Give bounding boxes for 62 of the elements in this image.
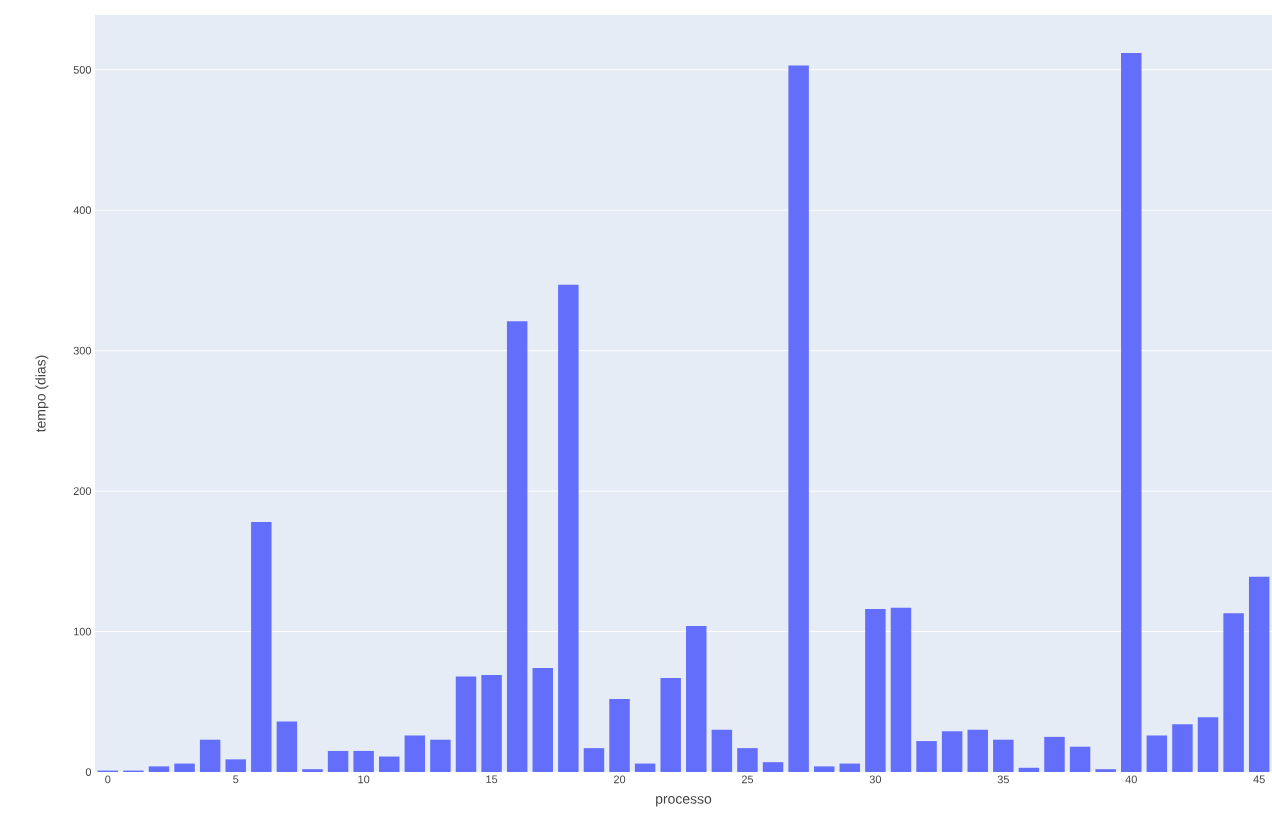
- bar: [174, 763, 195, 772]
- x-tick-label: 10: [358, 775, 370, 784]
- y-tick-label: 0: [85, 768, 92, 776]
- bar: [1248, 576, 1270, 772]
- x-tick-label: 20: [613, 775, 626, 784]
- bar: [404, 735, 426, 772]
- x-tick-label: 25: [741, 775, 754, 784]
- x-tick-label: 45: [1253, 775, 1265, 784]
- y-tick-label: 200: [73, 487, 92, 495]
- y-tick-label: 400: [73, 206, 92, 215]
- bar: [686, 625, 707, 772]
- bar: [1044, 736, 1065, 772]
- bar: [583, 748, 605, 772]
- bar: [506, 321, 528, 772]
- bar: [1197, 717, 1219, 772]
- x-tick-label: 0: [105, 775, 111, 784]
- bar: [276, 721, 298, 772]
- bar: [890, 607, 912, 772]
- bar: [916, 741, 937, 772]
- bar: [634, 763, 656, 772]
- y-axis-title: tempo (dias): [35, 355, 49, 433]
- bar: [711, 729, 733, 772]
- bar: [1121, 52, 1142, 772]
- bar: [839, 763, 861, 772]
- y-tick-label: 300: [73, 346, 92, 355]
- x-tick-label: 15: [486, 775, 498, 784]
- bar: [660, 677, 681, 772]
- bar: [762, 762, 784, 772]
- bar: [1172, 724, 1193, 772]
- bar: [481, 675, 502, 772]
- bar: [1223, 613, 1244, 772]
- bar: [558, 284, 579, 772]
- y-tick-label: 500: [73, 65, 92, 74]
- bar: [865, 609, 886, 772]
- bar: [967, 729, 988, 772]
- bar: [302, 769, 323, 772]
- bar: [813, 766, 835, 772]
- bar: [1069, 746, 1091, 772]
- bar: [993, 739, 1014, 772]
- bar: [1095, 769, 1116, 772]
- bar: [455, 676, 477, 772]
- bar: [430, 739, 451, 772]
- bar: [379, 756, 400, 772]
- bar: [609, 698, 630, 772]
- x-tick-label: 35: [997, 775, 1009, 784]
- bar: [788, 65, 809, 772]
- bar: [737, 748, 758, 772]
- bar: [251, 522, 272, 772]
- bar: [327, 750, 349, 772]
- bar: [1146, 735, 1168, 772]
- x-tick-label: 40: [1125, 775, 1137, 784]
- bar: [353, 750, 374, 772]
- bar: [199, 739, 221, 772]
- bar: [148, 766, 170, 772]
- bar: [532, 668, 553, 772]
- bar: [941, 731, 963, 772]
- x-axis-title: processo: [656, 796, 712, 807]
- x-tick-label: 5: [233, 775, 239, 784]
- bar: [1018, 767, 1040, 772]
- bar: [225, 759, 246, 772]
- y-tick-label: 100: [74, 627, 92, 636]
- x-tick-label: 30: [869, 775, 882, 784]
